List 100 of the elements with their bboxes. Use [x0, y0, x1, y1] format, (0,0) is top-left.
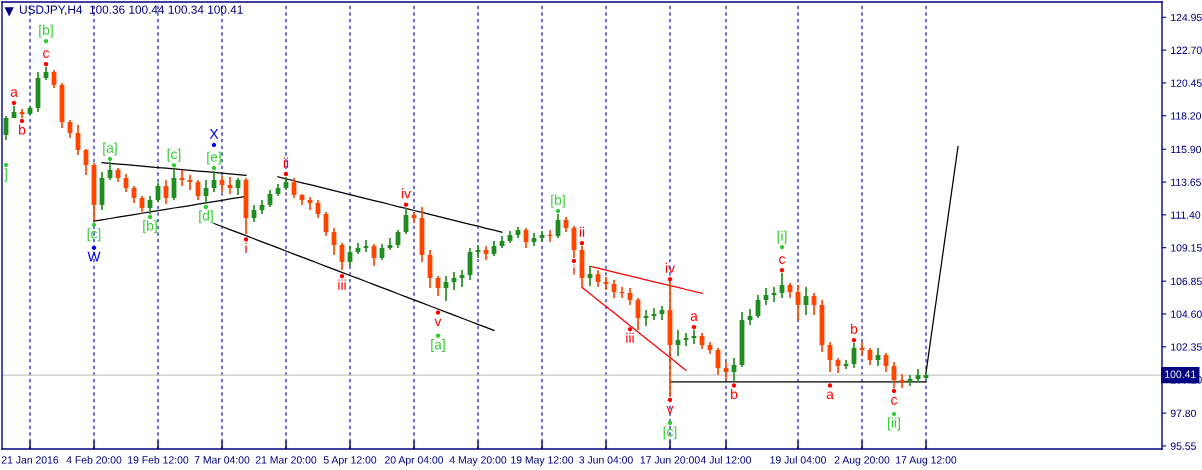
x-tick-label: 21 Mar 20:00	[255, 456, 317, 464]
y-tick-label: 118.20	[1171, 112, 1202, 120]
line-series	[925, 146, 959, 374]
data-label: c	[43, 50, 50, 58]
y-tick-label: 115.90	[1171, 145, 1202, 154]
point	[107, 156, 113, 162]
x-tick-label: 17 Jun 20:00	[640, 456, 700, 464]
x-tick-label: 20 Apr 04:00	[384, 456, 444, 466]
data-label: i	[245, 242, 247, 253]
point	[571, 258, 577, 264]
point	[339, 273, 345, 279]
x-tick-label: 4 Feb 20:00	[66, 455, 122, 464]
data-label: [d]	[199, 210, 213, 224]
data-label: [e]	[207, 151, 221, 165]
point	[19, 118, 25, 124]
point	[579, 240, 585, 246]
data-label: a	[826, 391, 834, 400]
data-label: [c]	[87, 228, 101, 242]
data-label: [a]	[103, 142, 117, 156]
x-tick-label: 3 Jun 04:00	[579, 456, 633, 464]
point	[211, 142, 217, 148]
y-tick-label: 104.60	[1171, 310, 1202, 318]
data-label: [i]	[777, 230, 787, 244]
line-series	[581, 286, 687, 372]
x-tick-label: 19 Jul 04:00	[770, 455, 826, 464]
y-tick-label: 109.15	[1171, 244, 1202, 252]
data-label: [c]	[663, 426, 677, 440]
point	[283, 171, 289, 177]
point	[891, 411, 897, 417]
point	[435, 310, 441, 315]
data-label: [ii]	[888, 417, 900, 431]
point	[91, 245, 97, 250]
data-label: X	[209, 129, 219, 139]
data-label: ii	[283, 157, 289, 168]
x-tick-label: 17 Aug 12:00	[896, 456, 957, 466]
y-tick-label: 106.85	[1171, 277, 1202, 286]
point	[627, 327, 633, 332]
data-label: iii	[626, 332, 634, 343]
point	[171, 163, 177, 168]
point	[43, 38, 49, 44]
data-label: [b]	[143, 220, 157, 234]
x-tick-label: 4 May 20:00	[449, 456, 507, 466]
data-label: iv	[401, 188, 411, 199]
x-tick-label: 7 Mar 04:00	[194, 456, 250, 464]
point	[555, 208, 561, 214]
data-label: ]	[4, 168, 7, 182]
point	[691, 324, 697, 330]
y-tick-label: 95.55	[1170, 442, 1196, 450]
point	[91, 222, 97, 227]
point	[211, 165, 217, 171]
data-label: [b]	[551, 194, 565, 208]
data-label: iii	[338, 279, 346, 290]
data-label: v	[666, 406, 674, 414]
point	[667, 420, 673, 426]
ref-line-label: 100.41	[1165, 370, 1196, 378]
data-label: a	[10, 89, 18, 97]
point	[891, 388, 897, 394]
data-label: b	[851, 323, 858, 334]
point	[435, 333, 441, 338]
data-label: ii	[579, 226, 585, 237]
point	[403, 202, 409, 207]
point	[851, 337, 857, 343]
data-label: [a]	[431, 339, 445, 352]
point	[779, 267, 785, 273]
point	[43, 61, 49, 67]
data-label: [b]	[39, 24, 53, 38]
point	[731, 383, 737, 388]
point	[3, 162, 9, 168]
y-tick-label: 120.45	[1171, 79, 1202, 87]
y-tick-label: 124.95	[1171, 13, 1202, 22]
y-tick-label: 122.70	[1171, 46, 1202, 54]
line-series	[213, 222, 495, 332]
data-label: W	[87, 251, 101, 262]
x-tick-label: 21 Jan 2016	[1, 456, 59, 464]
data-label: c	[779, 256, 786, 264]
x-tick-label: 4 Jul 12:00	[700, 455, 752, 464]
y-tick-label: 111.40	[1171, 211, 1201, 219]
data-label: v	[434, 318, 442, 327]
x-tick-label: 19 May 12:00	[511, 456, 574, 466]
x-tick-label: 5 Apr 12:00	[323, 456, 377, 466]
data-label: c	[891, 397, 898, 405]
point	[667, 276, 673, 282]
y-tick-label: 113.65	[1171, 178, 1201, 186]
data-label: b	[19, 124, 26, 135]
point	[667, 397, 673, 403]
x-tick-label: 19 Feb 12:00	[128, 455, 189, 464]
data-label: iv	[665, 262, 675, 273]
data-label: [c]	[167, 148, 181, 162]
data-label: b	[731, 388, 738, 400]
point	[147, 214, 153, 220]
point	[779, 244, 785, 250]
point	[203, 204, 209, 210]
x-tick-label: 2 Aug 20:00	[834, 456, 890, 466]
data-label: a	[690, 313, 698, 321]
chart-title: USDJPY,H4 100.36 100.44 100.34 100.41	[19, 5, 243, 16]
point	[11, 100, 17, 106]
point	[827, 383, 833, 388]
point	[243, 237, 249, 242]
data-label: i	[573, 264, 575, 275]
y-tick-label: 102.35	[1171, 343, 1202, 351]
